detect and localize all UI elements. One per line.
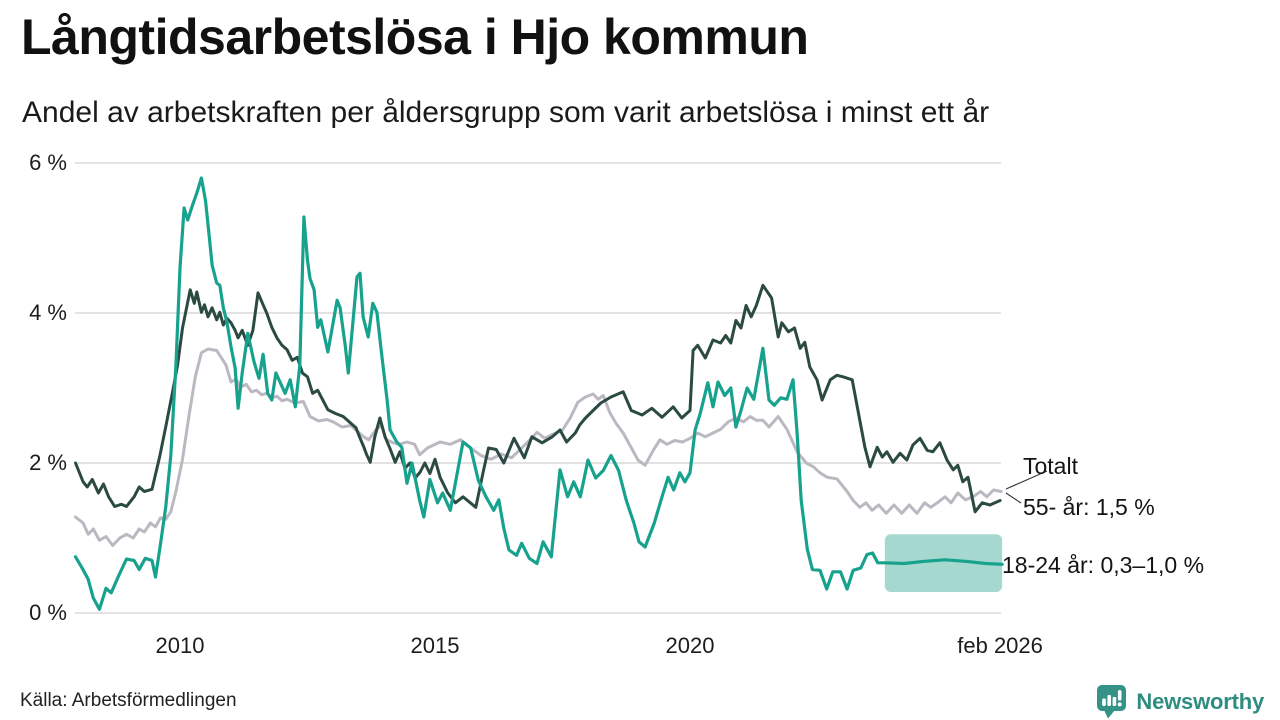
series-line-55-r [74, 283, 1002, 514]
leader-line-55-ar [1005, 492, 1022, 504]
series-line-18-24-r [73, 176, 1004, 611]
leader-line-totalt [1005, 470, 1048, 490]
brand-wordmark: Newsworthy [1136, 688, 1264, 714]
y-axis-tick-label: 2 % [29, 450, 67, 475]
series-line-totalt [74, 347, 1003, 547]
newsworthy-bar-chart-bubble-icon [1097, 685, 1127, 719]
y-axis-tick-label: 6 % [29, 150, 67, 175]
chart-title: Långtidsarbetslösa i Hjo kommun [21, 9, 809, 65]
brand-logo: Newsworthy [1096, 684, 1264, 719]
x-axis-tick-label: 2010 [155, 633, 205, 658]
legend-label-18-24-ar: 18-24 år: 0,3–1,0 % [1002, 552, 1205, 578]
chart-subtitle: Andel av arbetskraften per åldersgrupp s… [22, 96, 990, 129]
legend-label-55-ar: 55- år: 1,5 % [1023, 494, 1155, 520]
source-attribution: Källa: Arbetsförmedlingen [20, 690, 237, 711]
legend-label-totalt: Totalt [1023, 453, 1078, 479]
x-axis-tick-label: 2020 [665, 633, 715, 658]
y-axis-tick-label: 0 % [29, 600, 67, 625]
y-axis-tick-label: 4 % [29, 300, 67, 325]
x-axis-tick-label: 2015 [410, 633, 460, 658]
x-axis-tick-label: feb 2026 [957, 633, 1043, 658]
forecast-band-18-24 [884, 534, 1003, 592]
